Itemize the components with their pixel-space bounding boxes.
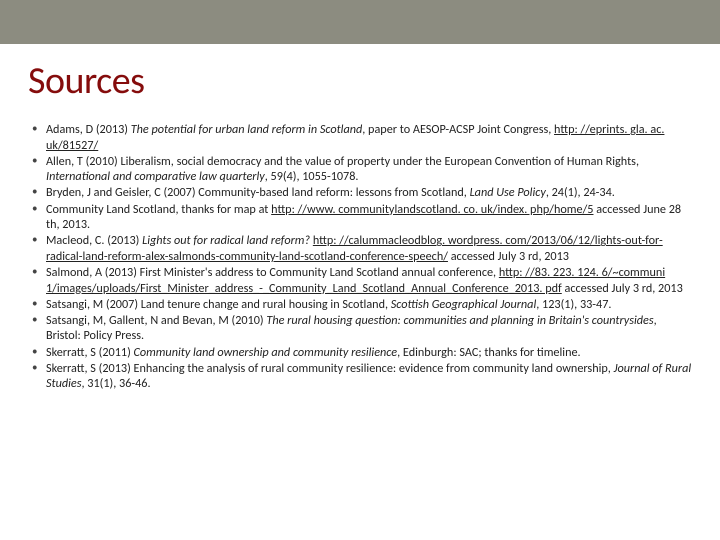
slide-content: Sources Adams, D (2013) The potential fo… [0, 44, 720, 412]
source-item: Satsangi, M, Gallent, N and Bevan, M (20… [32, 313, 692, 344]
page-title: Sources [28, 58, 692, 104]
source-item: Macleod, C. (2013) Lights out for radica… [32, 233, 692, 264]
source-item: Community Land Scotland, thanks for map … [32, 202, 692, 233]
source-item: Skerratt, S (2011) Community land owners… [32, 345, 692, 361]
top-bar [0, 0, 720, 44]
source-item: Allen, T (2010) Liberalism, social democ… [32, 154, 692, 185]
source-item: Skerratt, S (2013) Enhancing the analysi… [32, 361, 692, 392]
source-item: Salmond, A (2013) First Minister's addre… [32, 265, 692, 296]
source-item: Bryden, J and Geisler, C (2007) Communit… [32, 185, 692, 201]
sources-list: Adams, D (2013) The potential for urban … [28, 122, 692, 392]
source-item: Satsangi, M (2007) Land tenure change an… [32, 297, 692, 313]
source-item: Adams, D (2013) The potential for urban … [32, 122, 692, 153]
